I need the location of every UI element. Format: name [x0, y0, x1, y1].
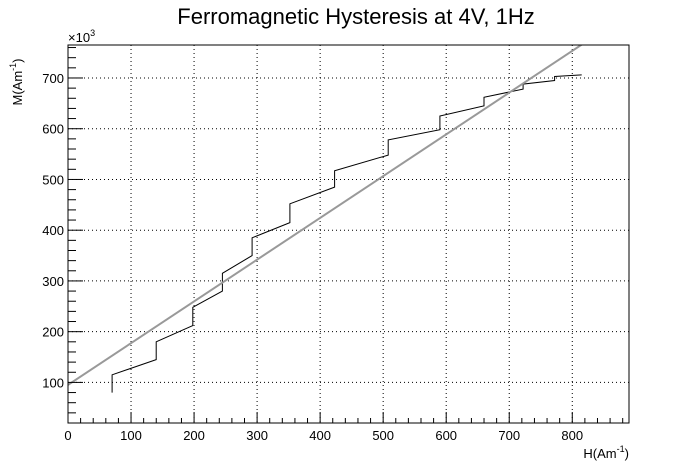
axis-ticks: 0 100 200 300 400 500 600 700 800 100 200 300 400 500… [42, 47, 624, 443]
chart-title: Ferromagnetic Hysteresis at 4V, 1Hz [177, 4, 534, 29]
x-tick-label: 700 [498, 428, 520, 443]
x-tick-label: 500 [372, 428, 394, 443]
x-axis-title: H(Am-1) [583, 444, 629, 461]
y-tick-label: 500 [42, 172, 64, 187]
y-multiplier: ×103 [68, 28, 95, 45]
x-tick-label: 100 [120, 428, 142, 443]
x-axis-title-end: ) [625, 446, 629, 461]
x-tick-label: 600 [435, 428, 457, 443]
y-tick-label: 300 [42, 274, 64, 289]
hysteresis-step-curve [111, 74, 582, 393]
x-axis-title-sup: -1 [617, 444, 625, 454]
x-tick-label: 800 [561, 428, 583, 443]
x-tick-label: 200 [183, 428, 205, 443]
y-axis-title-text: M(Am [10, 71, 25, 106]
y-tick-label: 400 [42, 223, 64, 238]
y-axis-title-sup: -1 [8, 63, 18, 71]
x-tick-label: 300 [246, 428, 268, 443]
grid [67, 45, 629, 423]
y-multiplier-exponent: 3 [90, 28, 95, 38]
y-tick-label: 700 [42, 71, 64, 86]
plot-frame [67, 44, 630, 424]
x-tick-label: 0 [64, 428, 71, 443]
x-axis-title-text: H(Am [583, 446, 616, 461]
y-axis-title-end: ) [10, 58, 25, 62]
y-tick-label: 600 [42, 122, 64, 137]
y-multiplier-base: ×10 [68, 30, 90, 45]
y-tick-label: 100 [42, 375, 64, 390]
y-tick-label: 200 [42, 325, 64, 340]
y-axis-title: M(Am-1) [8, 58, 25, 105]
x-tick-label: 400 [309, 428, 331, 443]
series-layer [68, 45, 583, 393]
linear-fit-line [68, 45, 583, 386]
